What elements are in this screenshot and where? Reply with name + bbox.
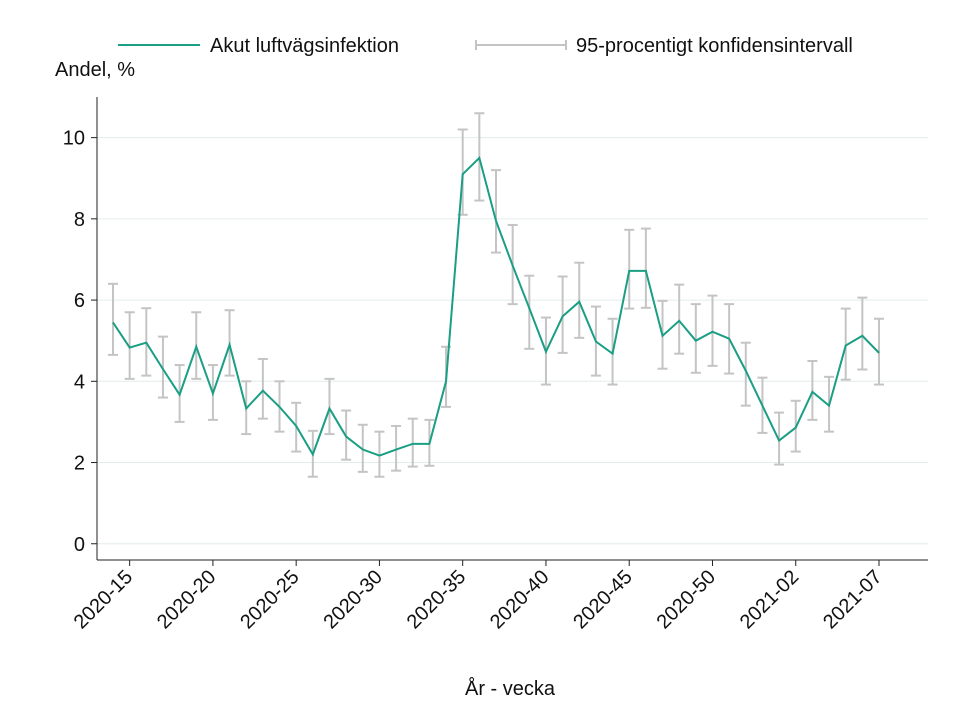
error-bar (557, 275, 568, 354)
x-tick-label: 2020-25 (236, 566, 303, 633)
error-bar (108, 282, 118, 356)
y-tick-label: 4 (74, 371, 85, 393)
y-tick-label: 8 (74, 209, 85, 231)
series-line (112, 156, 880, 457)
error-bar (157, 335, 168, 399)
error-bar (524, 274, 535, 350)
error-bar (324, 377, 335, 436)
error-bar (674, 283, 685, 355)
error-bar (857, 296, 868, 371)
error-bar (574, 261, 585, 339)
x-tick-label: 2020-45 (569, 566, 636, 633)
y-tick-label: 0 (74, 534, 85, 556)
x-tick-label: 2020-50 (653, 566, 720, 633)
legend-label: 95-procentigt konfidensintervall (576, 35, 853, 57)
x-tick-label: 2021-02 (736, 566, 803, 633)
x-tick-label: 2021-07 (819, 566, 886, 633)
error-bar (124, 311, 135, 380)
y-tick-label: 2 (74, 453, 85, 475)
legend-label: Akut luftvägsinfektion (210, 35, 399, 57)
x-tick-label: 2020-30 (320, 566, 387, 633)
error-bar (407, 417, 418, 468)
error-bar (640, 227, 651, 309)
error-bar (840, 307, 851, 381)
y-tick-label: 6 (74, 290, 85, 312)
error-bar (391, 424, 402, 472)
x-tick-label: 2020-20 (153, 566, 220, 633)
error-bar (807, 359, 818, 421)
error-bar (690, 303, 701, 374)
error-bar (257, 357, 268, 420)
error-bar (374, 430, 385, 478)
x-tick-label: 2020-35 (403, 566, 470, 633)
error-bar (624, 228, 635, 310)
error-bar (491, 169, 501, 254)
x-axis-label: År - vecka (465, 677, 556, 700)
y-tick-label: 10 (63, 128, 85, 150)
x-tick-label: 2020-40 (486, 566, 553, 633)
error-bar (740, 341, 751, 407)
y-axis-label: Andel, % (55, 59, 135, 81)
x-tick-label: 2020-15 (70, 566, 137, 633)
